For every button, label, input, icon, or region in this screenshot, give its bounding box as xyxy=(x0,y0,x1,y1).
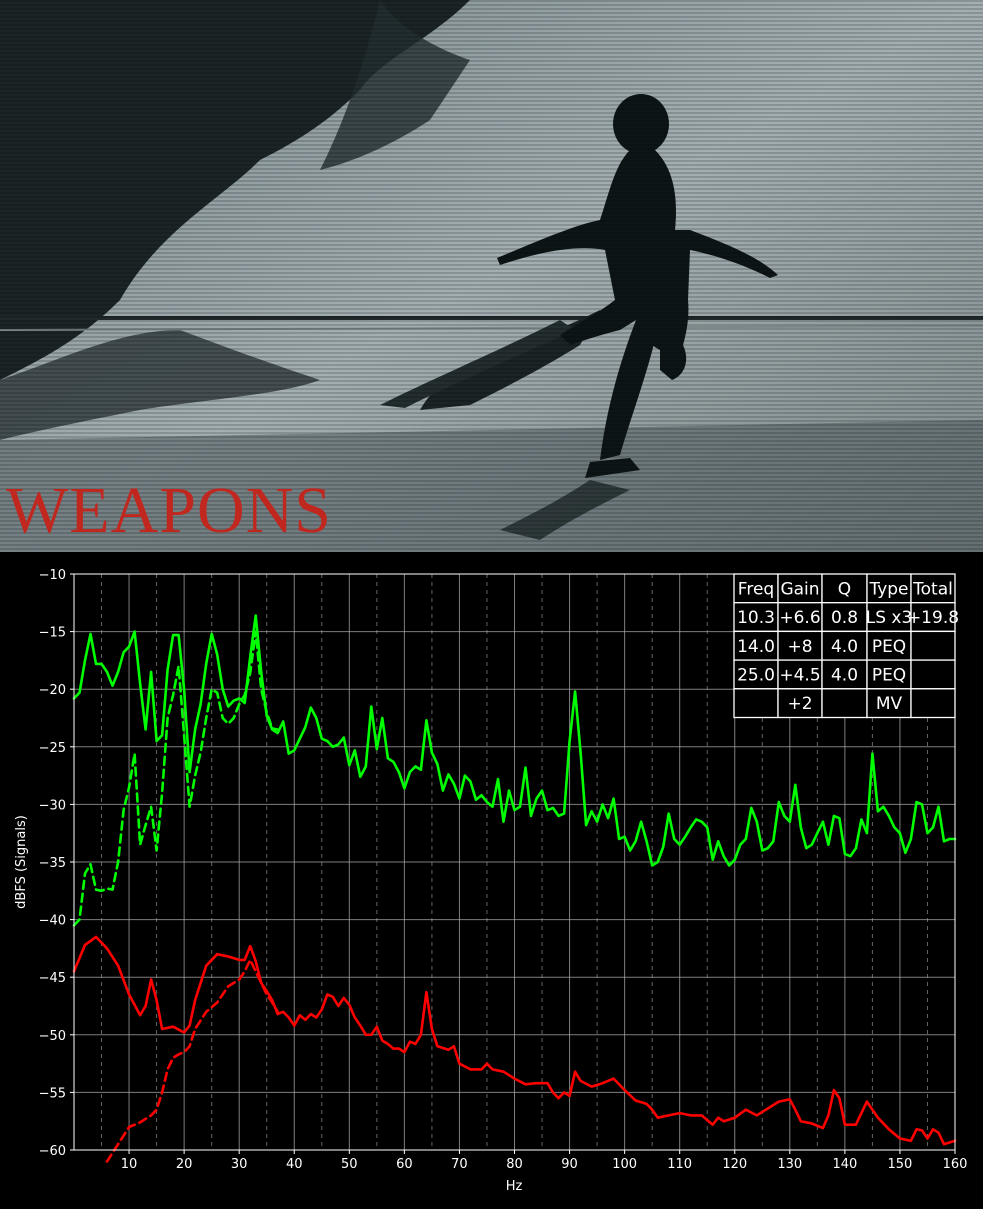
axes: 10 20 30 40 50 60 70 80 90 100 110 120 130 140 150 160 −… xyxy=(39,568,968,1172)
table-cell-text: 4.0 xyxy=(831,637,858,657)
table-cell-text: 0.8 xyxy=(831,608,858,628)
table-cell-text: 4.0 xyxy=(831,665,858,685)
x-tick-label: 50 xyxy=(341,1157,358,1172)
series-line-3 xyxy=(72,935,957,1146)
series-line-4 xyxy=(105,958,279,1163)
x-tick-label: 160 xyxy=(943,1157,968,1172)
y-tick-label: −30 xyxy=(39,798,66,813)
x-axis-label: Hz xyxy=(506,1179,523,1194)
table-cell xyxy=(910,630,956,661)
y-tick-label: −45 xyxy=(39,971,66,986)
x-tick-label: 120 xyxy=(722,1157,747,1172)
y-tick-label: −60 xyxy=(39,1144,66,1159)
table-cell xyxy=(733,602,779,633)
x-tick-label: 10 xyxy=(121,1157,138,1172)
y-axis-label: dBFS (Signals) xyxy=(14,815,29,909)
table-cell xyxy=(821,688,868,719)
x-tick-label: 80 xyxy=(506,1157,523,1172)
x-tick-label: 70 xyxy=(451,1157,468,1172)
poster-image: WEAPONS xyxy=(0,0,983,552)
table-cell-text: +19.8 xyxy=(907,608,959,628)
table-cell xyxy=(866,688,912,719)
y-tick-label: −10 xyxy=(39,568,66,583)
table-cell xyxy=(777,630,823,661)
table-cell xyxy=(733,688,779,719)
table-cell-text: PEQ xyxy=(872,665,906,685)
plot-frame xyxy=(73,573,956,1151)
table-header-text: Freq xyxy=(738,579,774,599)
table-cell-text: +2 xyxy=(787,694,812,714)
table-cell xyxy=(777,659,823,690)
table-cell xyxy=(733,630,779,661)
table-header-text: Total xyxy=(912,579,953,599)
x-tick-label: 30 xyxy=(231,1157,248,1172)
x-tick-label: 130 xyxy=(777,1157,802,1172)
x-tick-label: 40 xyxy=(286,1157,303,1172)
table-cell-text: 25.0 xyxy=(737,665,775,685)
x-tick-label: 150 xyxy=(888,1157,913,1172)
table-header-cell xyxy=(910,573,956,604)
table-cell-text: PEQ xyxy=(872,637,906,657)
table-cell xyxy=(821,602,868,633)
table-cell xyxy=(821,630,868,661)
y-tick-label: −35 xyxy=(39,856,66,871)
y-tick-label: −50 xyxy=(39,1029,66,1044)
frequency-response-chart: 10 20 30 40 50 60 70 80 90 100 110 120 130 140 150 160 −… xyxy=(0,552,983,1209)
table-cell-text: +8 xyxy=(787,637,812,657)
table-header-text: Gain xyxy=(780,579,819,599)
series-line-1 xyxy=(72,614,957,867)
poster-artwork xyxy=(0,0,983,552)
x-tick-label: 90 xyxy=(561,1157,578,1172)
x-tick-label: 140 xyxy=(832,1157,857,1172)
y-tick-label: −15 xyxy=(39,626,66,641)
x-tick-label: 20 xyxy=(176,1157,193,1172)
table-cell-text: 14.0 xyxy=(737,637,775,657)
table-cell-text: MV xyxy=(876,694,903,714)
y-tick-label: −40 xyxy=(39,914,66,929)
table-cell xyxy=(910,659,956,690)
series-line-2 xyxy=(72,630,279,927)
table-cell xyxy=(910,688,956,719)
table-header-text: Q xyxy=(838,579,851,599)
table-header-cell xyxy=(777,573,823,604)
table-cell-text: +4.5 xyxy=(779,665,820,685)
x-tick-label: 60 xyxy=(396,1157,413,1172)
x-tick-label: 100 xyxy=(612,1157,637,1172)
table-cell-text: +6.6 xyxy=(779,608,820,628)
series-layer xyxy=(72,614,957,1163)
table-header-text: Type xyxy=(868,579,908,599)
table-cell-text: 10.3 xyxy=(737,608,775,628)
y-tick-label: −55 xyxy=(39,1086,66,1101)
table-cell xyxy=(821,659,868,690)
chart-canvas: 10 20 30 40 50 60 70 80 90 100 110 120 130 140 150 160 −… xyxy=(14,568,968,1194)
y-tick-label: −20 xyxy=(39,683,66,698)
table-cell xyxy=(777,688,823,719)
table-cell-text: LS x3 xyxy=(866,608,913,628)
eq-table: Freq Gain Q Type Total 10.3 +6.6 0.8 LS x3+19.8 1… xyxy=(733,573,959,719)
poster-title: WEAPONS xyxy=(6,474,333,547)
x-tick-label: 110 xyxy=(667,1157,692,1172)
y-tick-label: −25 xyxy=(39,741,66,756)
